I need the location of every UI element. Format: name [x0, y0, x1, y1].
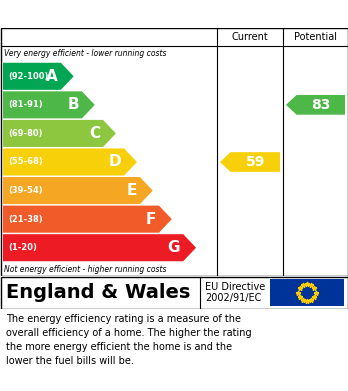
Polygon shape — [3, 91, 95, 118]
Polygon shape — [3, 177, 153, 204]
Text: The energy efficiency rating is a measure of the
overall efficiency of a home. T: The energy efficiency rating is a measur… — [6, 314, 252, 366]
Text: Potential: Potential — [294, 32, 337, 42]
Text: (39-54): (39-54) — [8, 186, 42, 195]
Text: Current: Current — [232, 32, 268, 42]
Text: (81-91): (81-91) — [8, 100, 42, 109]
Polygon shape — [3, 149, 137, 176]
Text: F: F — [145, 212, 156, 227]
Text: C: C — [89, 126, 100, 141]
Polygon shape — [220, 152, 280, 172]
Polygon shape — [3, 120, 116, 147]
Text: B: B — [67, 97, 79, 112]
Text: G: G — [168, 240, 180, 255]
Text: Energy Efficiency Rating: Energy Efficiency Rating — [8, 7, 218, 22]
Text: 59: 59 — [246, 155, 265, 169]
Bar — [270, 279, 344, 306]
Text: (69-80): (69-80) — [8, 129, 42, 138]
Text: Very energy efficient - lower running costs: Very energy efficient - lower running co… — [4, 50, 166, 59]
Text: EU Directive
2002/91/EC: EU Directive 2002/91/EC — [205, 282, 265, 303]
Polygon shape — [3, 234, 196, 261]
Polygon shape — [286, 95, 345, 115]
Polygon shape — [3, 63, 74, 90]
Text: 83: 83 — [311, 98, 331, 112]
Text: (92-100): (92-100) — [8, 72, 48, 81]
Text: (55-68): (55-68) — [8, 158, 43, 167]
Text: D: D — [109, 154, 121, 170]
Text: Not energy efficient - higher running costs: Not energy efficient - higher running co… — [4, 264, 166, 273]
Text: A: A — [46, 69, 58, 84]
Text: England & Wales: England & Wales — [6, 283, 190, 302]
Text: (1-20): (1-20) — [8, 243, 37, 252]
Text: E: E — [127, 183, 137, 198]
Polygon shape — [3, 206, 172, 233]
Text: (21-38): (21-38) — [8, 215, 42, 224]
